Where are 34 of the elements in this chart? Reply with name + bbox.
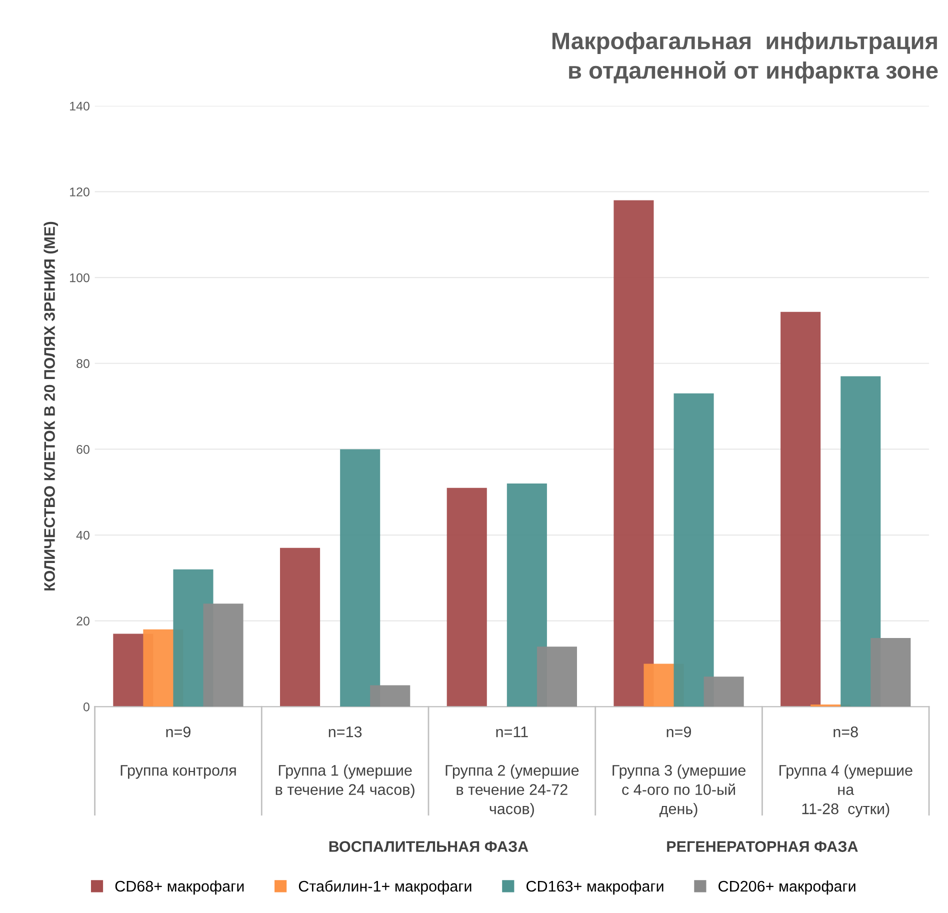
bar bbox=[280, 548, 320, 707]
bar bbox=[446, 488, 487, 707]
bar bbox=[840, 376, 881, 707]
category-label: n=11 Группа 2 (умершие в течение 24-72 часов) bbox=[446, 726, 579, 818]
y-tick-label: 0 bbox=[83, 702, 90, 712]
text: ВОСПАЛИТЕЛЬНАЯ ФАЗА bbox=[329, 841, 528, 852]
bar bbox=[704, 676, 744, 707]
bar bbox=[674, 393, 714, 707]
y-tick-label: 100 bbox=[70, 273, 90, 282]
category-label: n=9 Группа контроля bbox=[120, 726, 236, 779]
y-tick-label: 20 bbox=[76, 616, 90, 626]
y-axis-title: КОЛИЧЕСТВО КЛЕТОК В 20 ПОЛЯХ ЗРЕНИЯ (МЕ) bbox=[44, 222, 58, 590]
bar bbox=[506, 484, 547, 707]
bar bbox=[370, 685, 410, 707]
bar bbox=[780, 312, 821, 707]
y-tick-label: 40 bbox=[76, 530, 90, 540]
chart-title: Макрофагальная инфильтрация в отдаленной от инфаркта зоне bbox=[552, 32, 938, 84]
legend-label: CD68+ макрофаги bbox=[115, 880, 244, 895]
y-tick-label: 60 bbox=[76, 444, 90, 454]
text: РЕГЕНЕРАТОРНАЯ ФАЗА bbox=[667, 841, 858, 852]
y-tick-label: 120 bbox=[70, 188, 90, 196]
bar bbox=[340, 449, 380, 707]
y-tick-label: 80 bbox=[76, 359, 90, 368]
bar bbox=[203, 604, 244, 707]
legend-label: CD206+ макрофаги bbox=[718, 880, 856, 895]
y-tick-label: 140 bbox=[70, 102, 90, 111]
legend-label: Стабилин-1+ макрофаги bbox=[298, 880, 472, 895]
category-label: n=13 Группа 1 (умершие в течение 24 часов) bbox=[276, 726, 414, 798]
bar bbox=[870, 638, 911, 707]
category-label: n=9 Группа 3 (умершие с 4-ого по 10-ый день) bbox=[612, 726, 746, 818]
legend-label: CD163+ макрофаги bbox=[526, 880, 664, 895]
bar bbox=[536, 646, 577, 707]
category-label: n=8 Группа 4 (умершие на 11-28 сутки) bbox=[780, 726, 912, 818]
bar bbox=[614, 200, 654, 707]
